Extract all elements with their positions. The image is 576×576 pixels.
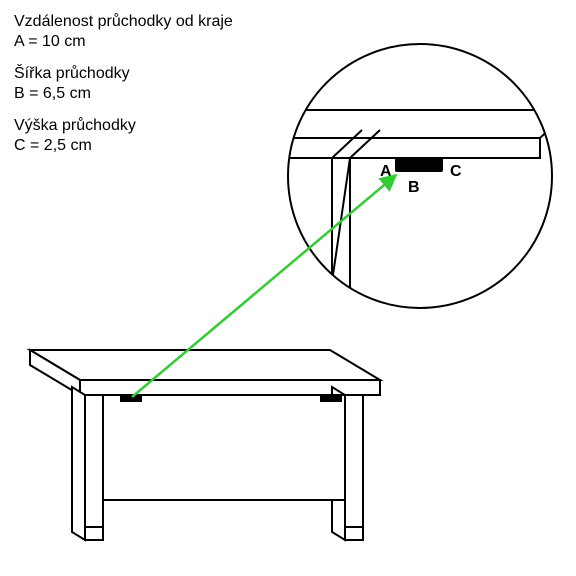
marker-C: C xyxy=(450,163,462,180)
detail-view xyxy=(240,110,570,330)
marker-B: B xyxy=(408,179,420,196)
desk-drawing xyxy=(30,350,380,540)
grommet-detail xyxy=(395,158,443,172)
grommet-right xyxy=(320,395,342,402)
detail-circle xyxy=(288,44,552,308)
grommet-left xyxy=(120,395,142,402)
technical-diagram: A B C xyxy=(0,0,576,576)
marker-A: A xyxy=(380,163,392,180)
